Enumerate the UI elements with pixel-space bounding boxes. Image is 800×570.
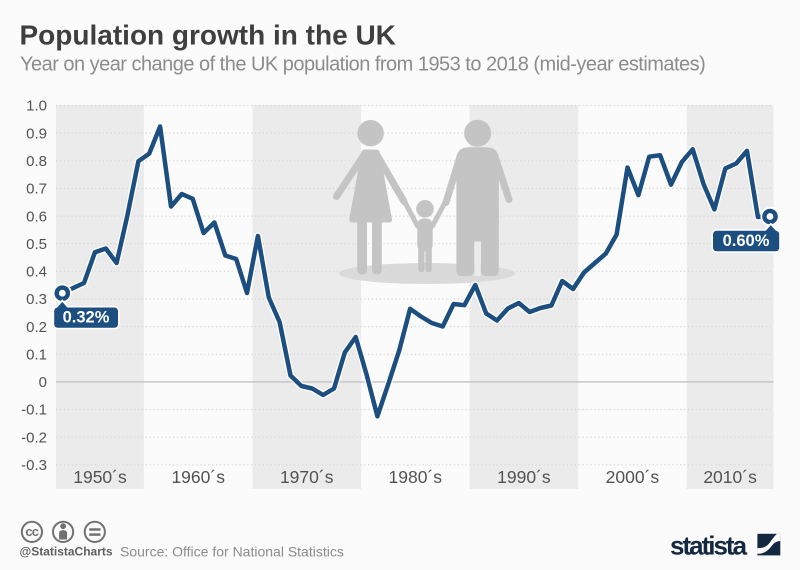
svg-text:0.7: 0.7 (26, 181, 47, 198)
svg-text:-0.3: -0.3 (21, 457, 47, 474)
svg-text:1980´s: 1980´s (389, 467, 443, 487)
svg-text:0: 0 (39, 374, 47, 391)
svg-text:1970´s: 1970´s (280, 467, 334, 487)
svg-text:2010´s: 2010´s (703, 467, 757, 487)
svg-text:1990´s: 1990´s (497, 467, 551, 487)
svg-text:0.3: 0.3 (26, 291, 47, 308)
svg-text:Source: Office for National St: Source: Office for National Statistics (120, 544, 344, 560)
svg-text:Population growth in the UK: Population growth in the UK (20, 19, 396, 50)
svg-text:0.5: 0.5 (26, 236, 47, 253)
svg-text:-0.2: -0.2 (21, 429, 47, 446)
svg-text:1960´s: 1960´s (171, 467, 225, 487)
svg-text:1.0: 1.0 (26, 98, 47, 115)
svg-text:@StatistaCharts: @StatistaCharts (20, 545, 113, 559)
svg-text:0.60%: 0.60% (723, 232, 770, 250)
svg-text:0.1: 0.1 (26, 347, 47, 364)
svg-text:Year on year change of the UK: Year on year change of the UK population… (20, 53, 705, 75)
svg-text:0.6: 0.6 (26, 208, 47, 225)
svg-text:2000´s: 2000´s (606, 467, 660, 487)
svg-text:1950´s: 1950´s (73, 467, 127, 487)
svg-text:statista: statista (670, 530, 748, 560)
svg-text:0.32%: 0.32% (63, 309, 110, 327)
svg-text:0.8: 0.8 (26, 153, 47, 170)
svg-text:0.4: 0.4 (26, 264, 47, 281)
svg-text:0.9: 0.9 (26, 125, 47, 142)
svg-text:-0.1: -0.1 (21, 402, 47, 419)
svg-text:0.2: 0.2 (26, 319, 47, 336)
svg-text:cc: cc (25, 524, 38, 539)
